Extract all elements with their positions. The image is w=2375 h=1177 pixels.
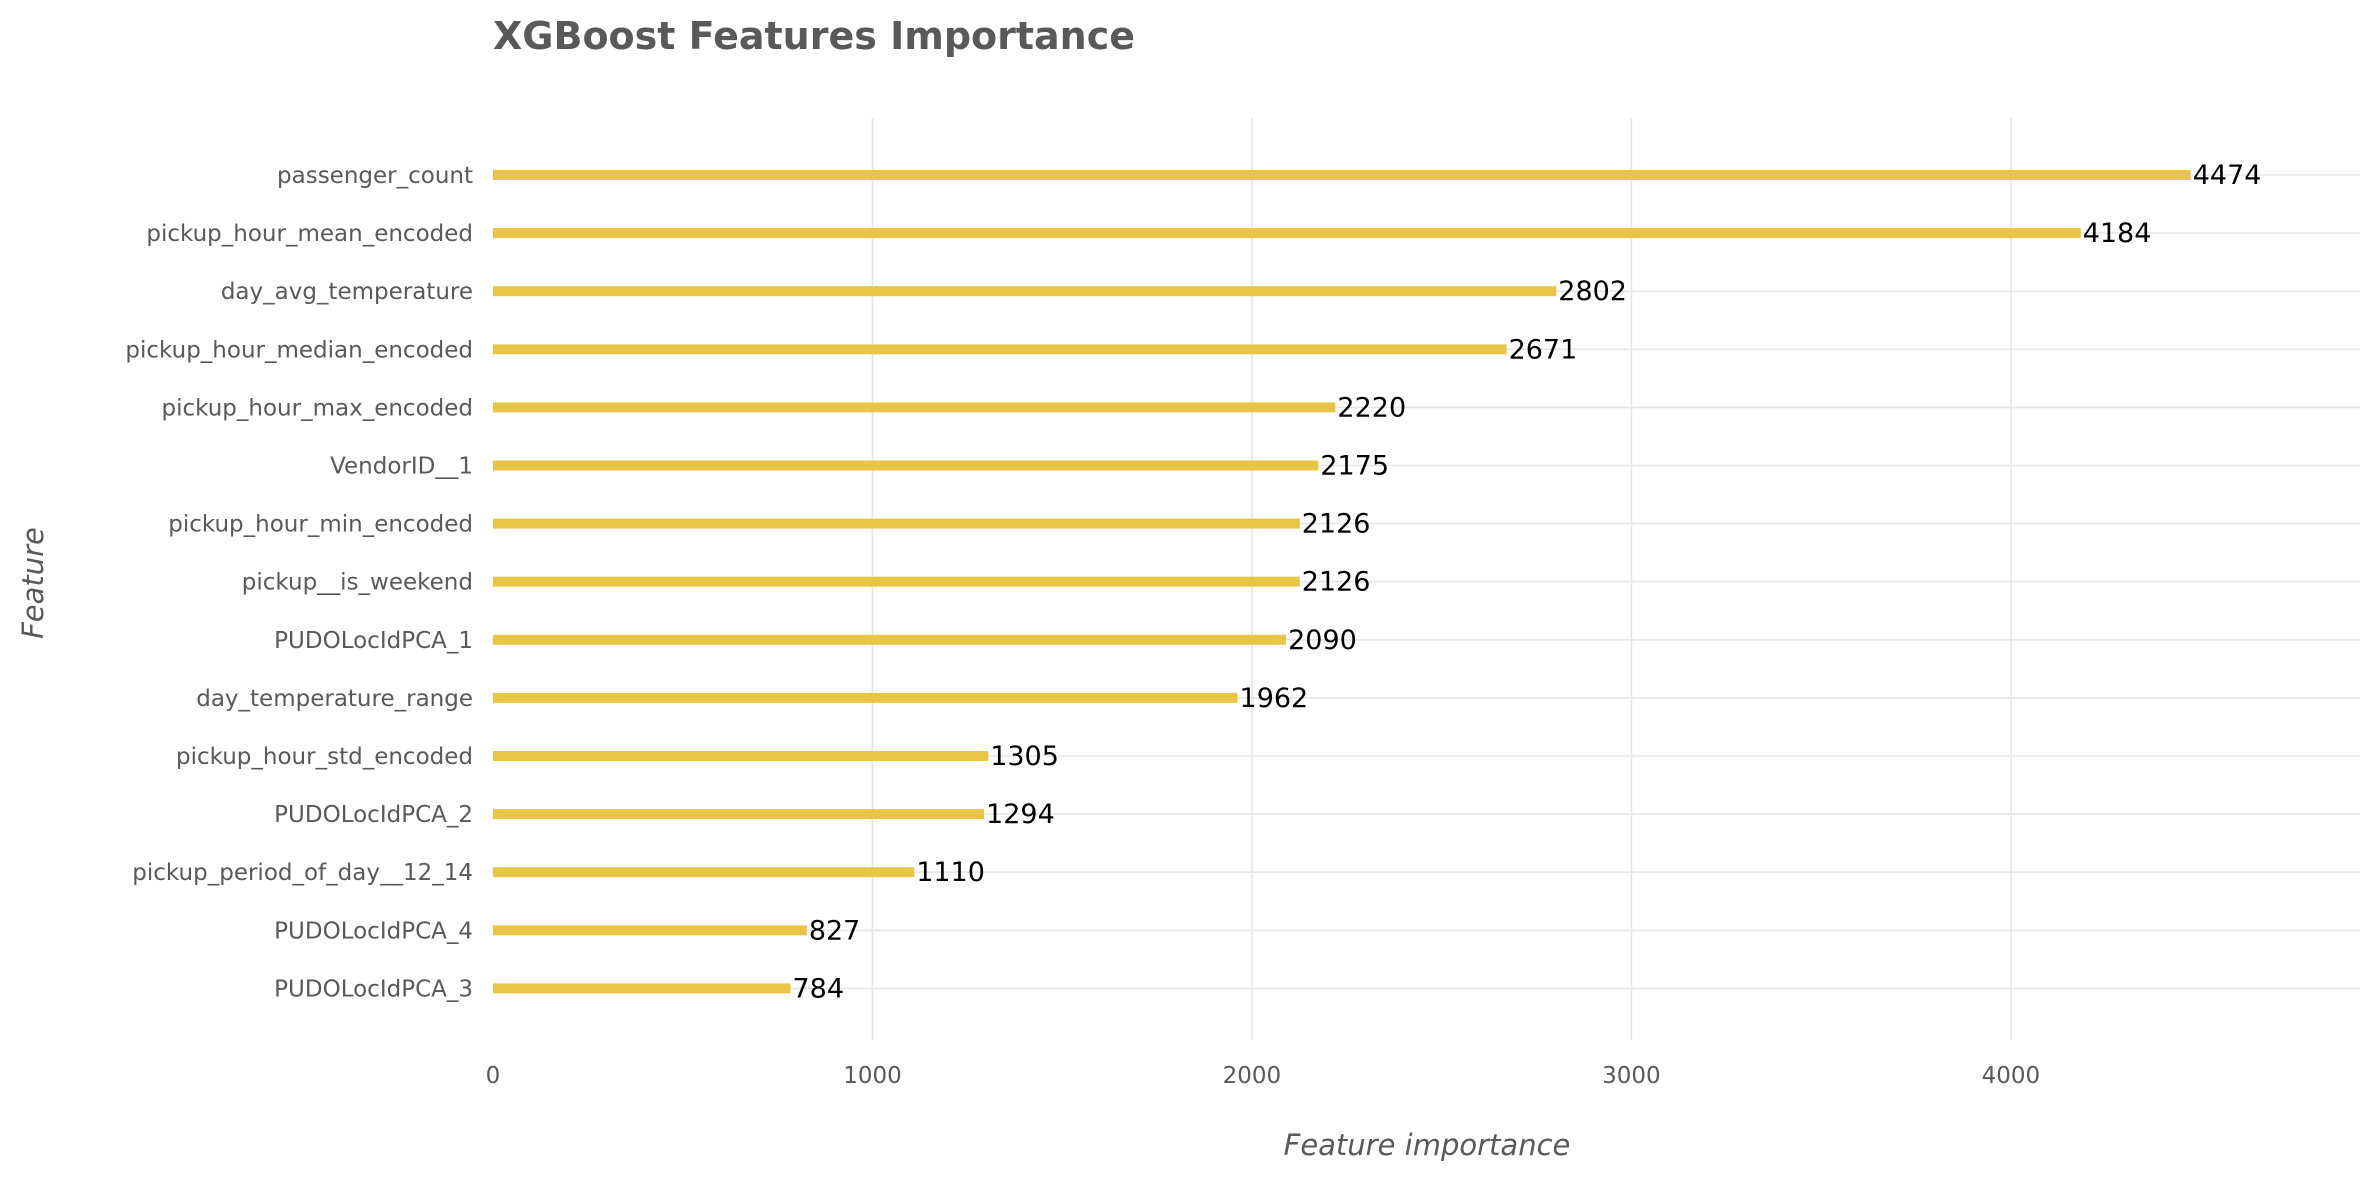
y-tick-label: PUDOLocIdPCA_2 [274, 802, 473, 828]
bar [493, 983, 791, 994]
y-tick-label: passenger_count [277, 163, 473, 189]
y-tick-label: pickup__is_weekend [242, 570, 473, 596]
x-tick-label: 3000 [1602, 1063, 1661, 1089]
data-label: 1305 [990, 741, 1059, 772]
y-tick-labels: passenger_count pickup_hour_mean_encodedd… [125, 163, 473, 1002]
bar [493, 576, 1300, 587]
data-label: 827 [809, 915, 861, 946]
x-tick-label: 4000 [1982, 1063, 2041, 1089]
y-tick-label: pickup_period_of_day__12_14 [132, 860, 473, 886]
data-labels: 4474 4184 2802 2671 2220 2175 2126 2126 2090 1962… [793, 160, 2262, 1004]
bar [493, 286, 1557, 297]
data-label: 1962 [1240, 683, 1309, 714]
bar [493, 634, 1287, 645]
y-tick-label: pickup_hour_min_encoded [168, 512, 473, 538]
chart-title: XGBoost Features Importance [493, 14, 1135, 58]
bar [493, 925, 807, 936]
data-label: 784 [793, 973, 845, 1004]
bar [493, 692, 1238, 703]
bars [493, 170, 2191, 994]
data-label: 1294 [986, 799, 1055, 830]
x-tick-label: 1000 [843, 1063, 902, 1089]
y-tick-label: day_avg_temperature [221, 279, 473, 305]
data-label: 2220 [1337, 392, 1406, 423]
bar [493, 344, 1507, 355]
y-tick-label: VendorID__1 [330, 454, 473, 480]
bar [493, 170, 2191, 180]
data-label: 2126 [1302, 567, 1371, 598]
x-tick-label: 2000 [1223, 1063, 1282, 1089]
bar [493, 518, 1300, 529]
y-tick-label: pickup_hour_max_encoded [161, 395, 473, 421]
data-label: 2126 [1302, 509, 1371, 540]
bar [493, 867, 915, 878]
y-tick-label: pickup_hour_median_encoded [125, 337, 473, 363]
bar [493, 402, 1336, 413]
data-label: 2090 [1288, 625, 1357, 656]
y-tick-label: pickup_hour_mean_encoded [146, 221, 473, 247]
y-tick-label: PUDOLocIdPCA_4 [274, 918, 473, 944]
bar [493, 751, 989, 761]
data-label: 2802 [1558, 276, 1627, 307]
data-label: 4474 [2193, 160, 2262, 191]
bar [493, 228, 2081, 239]
bar [493, 460, 1319, 471]
y-tick-label: pickup_hour_std_encoded [176, 744, 473, 770]
bar [493, 809, 985, 820]
data-label: 2175 [1320, 451, 1389, 482]
x-tick-labels: 0 1000 2000 3000 4000 [486, 1063, 2040, 1089]
x-tick-label: 0 [486, 1063, 501, 1089]
x-axis-label: Feature importance [1284, 1128, 1571, 1162]
data-label: 2671 [1509, 334, 1578, 365]
y-tick-label: PUDOLocIdPCA_1 [274, 628, 473, 654]
y-tick-label: PUDOLocIdPCA_3 [274, 976, 473, 1002]
y-axis-label: Feature [16, 527, 50, 639]
data-label: 1110 [916, 857, 985, 888]
y-tick-label: day_temperature_range [196, 686, 473, 712]
data-label: 4184 [2083, 218, 2152, 249]
